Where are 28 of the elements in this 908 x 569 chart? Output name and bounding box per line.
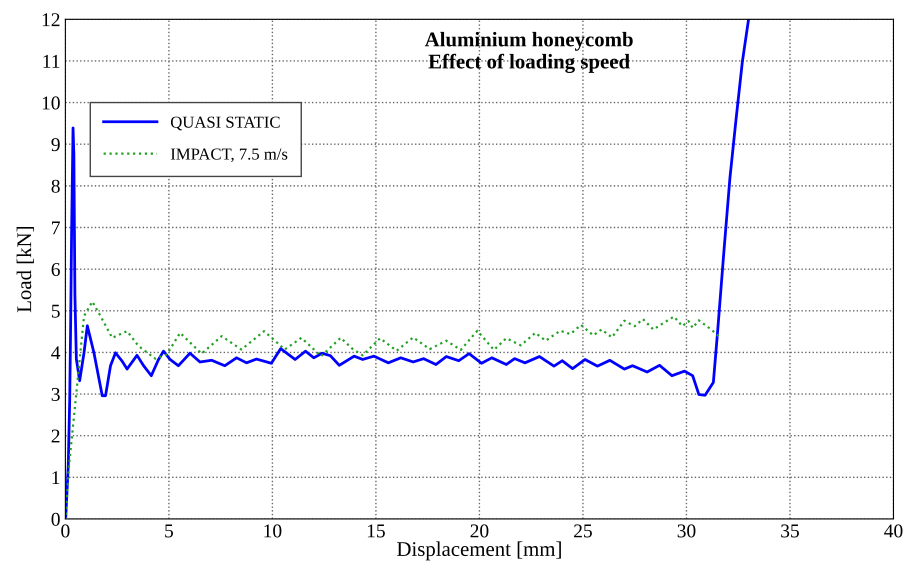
legend-label: QUASI STATIC [170,116,280,130]
x-tick-label: 35 [781,524,799,538]
text: Aluminium honeycomb Effect of loading speed [424,32,633,73]
y-tick-label: 0 [52,512,60,526]
y-tick-label: 9 [51,138,60,152]
y-tick-label: 6 [52,263,60,276]
y-axis-title: Load [kN] [16,227,34,312]
legend-label: IMPACT, 7.5 m/s [170,148,288,162]
line-series [65,300,721,516]
x-tick-label: 40 [884,524,902,538]
x-tick-label: 20 [470,524,488,538]
x-tick-label: 25 [574,524,592,538]
y-tick-label: 1 [52,471,60,484]
y-tick-label: 7 [52,222,60,234]
y-tick-label: 11 [44,54,60,68]
x-tick-label: 10 [264,524,282,538]
x-tick-label: 0 [61,524,70,538]
y-tick-label: 2 [52,430,60,442]
y-tick-label: 5 [52,304,60,318]
y-tick-label: 8 [52,180,60,193]
x-tick-label: 30 [678,524,696,538]
x-tick-label: 5 [165,524,173,538]
y-tick-label: 3 [52,388,60,401]
x-tick-label: 15 [368,524,385,538]
y-tick-label: 4 [51,346,60,360]
y-tick-label: 12 [42,13,60,26]
x-axis-title: Displacement [mm] [397,541,561,560]
y-tick-label: 10 [42,96,60,110]
